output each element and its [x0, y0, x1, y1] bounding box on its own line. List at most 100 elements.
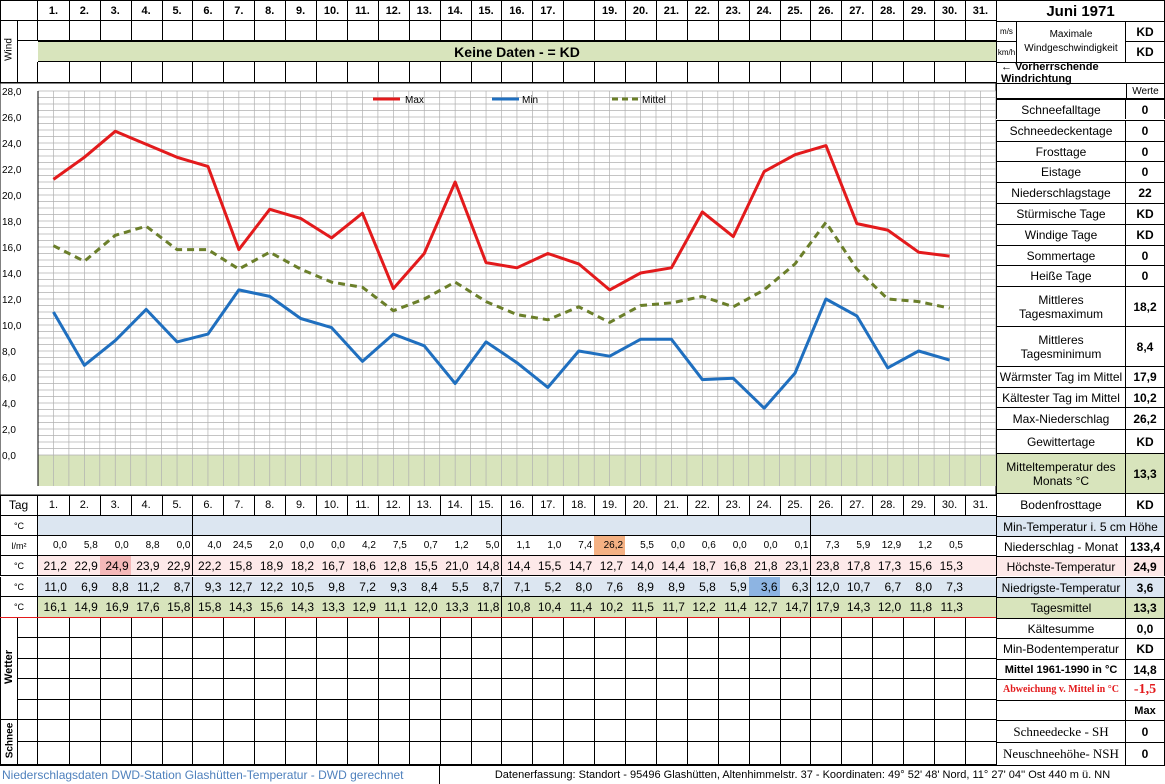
- row-value-cell: [779, 516, 812, 536]
- wetter-cell: [470, 742, 503, 765]
- wetter-cell: [38, 659, 70, 679]
- header-day: [563, 0, 596, 21]
- row-value-cell: 6,9: [68, 577, 101, 597]
- wetter-cell: [748, 618, 781, 638]
- row-value-cell: 11,7: [656, 597, 688, 618]
- summary-stat: Abweichung v. Mittel in °C -1,5: [996, 679, 1165, 700]
- row-value-cell: 0,6: [686, 536, 719, 556]
- wetter-cell: [99, 679, 132, 700]
- row-value-cell: 16,9: [99, 597, 132, 618]
- wetter-cell: [439, 700, 472, 720]
- wetter-cell: [38, 742, 70, 765]
- sidebar-stat-value: 18,2: [1133, 299, 1157, 314]
- sidebar-stat-label: Mittleres Tagesmaximum: [997, 287, 1126, 326]
- snow-stat-value: 0: [1141, 724, 1149, 739]
- wind-label: Wind: [3, 38, 15, 61]
- row-value-cell: 11,3: [934, 597, 966, 618]
- wetter-cell: [501, 638, 534, 659]
- wetter-cell: [903, 720, 936, 742]
- wind-direction-label: ← Vorherrschende Windrichtung: [996, 61, 1165, 85]
- wetter-cell: [192, 742, 225, 765]
- wetter-cell: [717, 679, 750, 700]
- wetter-cell: [686, 742, 719, 765]
- row-value-cell: 8,7: [470, 577, 503, 597]
- summary-stat: Mittel 1961-1990 in °C 14,8: [996, 659, 1165, 679]
- wetter-cell: [717, 659, 750, 679]
- sidebar-stat: Mitteltemperatur des Monats °C 13,3: [996, 453, 1165, 493]
- row-summary-label: Tagesmittel: [997, 598, 1126, 618]
- tag-day: 4.: [130, 495, 163, 516]
- wetter-cell: [192, 638, 225, 659]
- row-summary-value: 133,4: [1129, 539, 1161, 554]
- wind-cell: [99, 62, 132, 83]
- wetter-cell: [841, 720, 874, 742]
- row-value-cell: [316, 516, 348, 536]
- summary-stat-label: Min-Bodentemperatur: [997, 639, 1126, 659]
- wind-cell: [377, 62, 410, 83]
- tag-day: 13.: [408, 495, 441, 516]
- sidebar-stat-value: 0: [1141, 248, 1149, 263]
- wind-cell: [563, 62, 596, 83]
- row-value-cell: 5,8: [686, 577, 719, 597]
- werte-header: Werte: [996, 83, 1165, 99]
- wetter-cell: [841, 679, 874, 700]
- wetter-cell: [192, 618, 225, 638]
- sidebar-stat-label: Max-Niederschlag: [997, 408, 1126, 429]
- row-value-cell: 7,1: [501, 577, 534, 597]
- tag-day: 29.: [903, 495, 936, 516]
- wind-cell: [841, 21, 874, 41]
- row-unit: °C: [0, 577, 38, 597]
- row-value-cell: 24,5: [223, 536, 256, 556]
- wetter-cell: [68, 659, 101, 679]
- wetter-cell: [934, 679, 966, 700]
- summary-stat: Min-Bodentemperatur KD: [996, 638, 1165, 659]
- row-value-cell: [965, 556, 997, 576]
- sidebar-stat: Kältester Tag im Mittel 10,2: [996, 387, 1165, 407]
- row-value-cell: 14,7: [779, 597, 812, 618]
- wetter-sub-cell: [18, 638, 38, 659]
- sidebar-stat-value: 0: [1141, 269, 1149, 283]
- wetter-cell: [625, 679, 657, 700]
- wetter-cell: [841, 742, 874, 765]
- wind-cell: [223, 21, 256, 41]
- tag-day: 18.: [563, 495, 596, 516]
- row-summary-value: 13,3: [1133, 601, 1157, 615]
- header-day: 22.: [686, 0, 719, 21]
- wind-cell: [254, 21, 287, 41]
- wetter-cell: [347, 659, 379, 679]
- wetter-cell: [285, 679, 318, 700]
- sidebar-stat-label: Heiße Tage: [997, 266, 1126, 286]
- row-value-cell: 11,5: [625, 597, 657, 618]
- wetter-cell: [965, 742, 997, 765]
- sidebar-stat-value: 0: [1141, 124, 1149, 138]
- tag-day: 5.: [161, 495, 194, 516]
- wetter-cell: [903, 742, 936, 765]
- tag-day: 21.: [656, 495, 688, 516]
- wind-cell: [717, 62, 750, 83]
- row-summary-label: Niedrigste-Temperatur: [997, 578, 1126, 597]
- wetter-cell: [686, 720, 719, 742]
- wetter-cell: [408, 618, 441, 638]
- row-value-cell: [934, 516, 966, 536]
- row-value-cell: [377, 516, 410, 536]
- row-value-cell: 18,6: [347, 556, 379, 576]
- wetter-cell: [68, 720, 101, 742]
- wetter-sub-cell: [18, 742, 38, 765]
- wetter-sub-cell: [18, 720, 38, 742]
- wetter-cell: [68, 700, 101, 720]
- wind-cell: [316, 62, 348, 83]
- row-value-cell: 12,0: [408, 597, 441, 618]
- wetter-cell: [68, 638, 101, 659]
- row-summary: Niederschlag - Monat 133,4: [996, 536, 1165, 556]
- wetter-cell: [38, 618, 70, 638]
- legend-label: Min: [522, 95, 538, 106]
- header-day: 13.: [408, 0, 441, 21]
- row-value-cell: 0,7: [408, 536, 441, 556]
- sidebar-stat: Wärmster Tag im Mittel 17,9: [996, 366, 1165, 387]
- wetter-cell: [316, 679, 348, 700]
- tag-day: 9.: [285, 495, 318, 516]
- wetter-cell: [223, 638, 256, 659]
- wetter-cell: [965, 679, 997, 700]
- wetter-cell: [316, 700, 348, 720]
- tag-day: 31.: [965, 495, 997, 516]
